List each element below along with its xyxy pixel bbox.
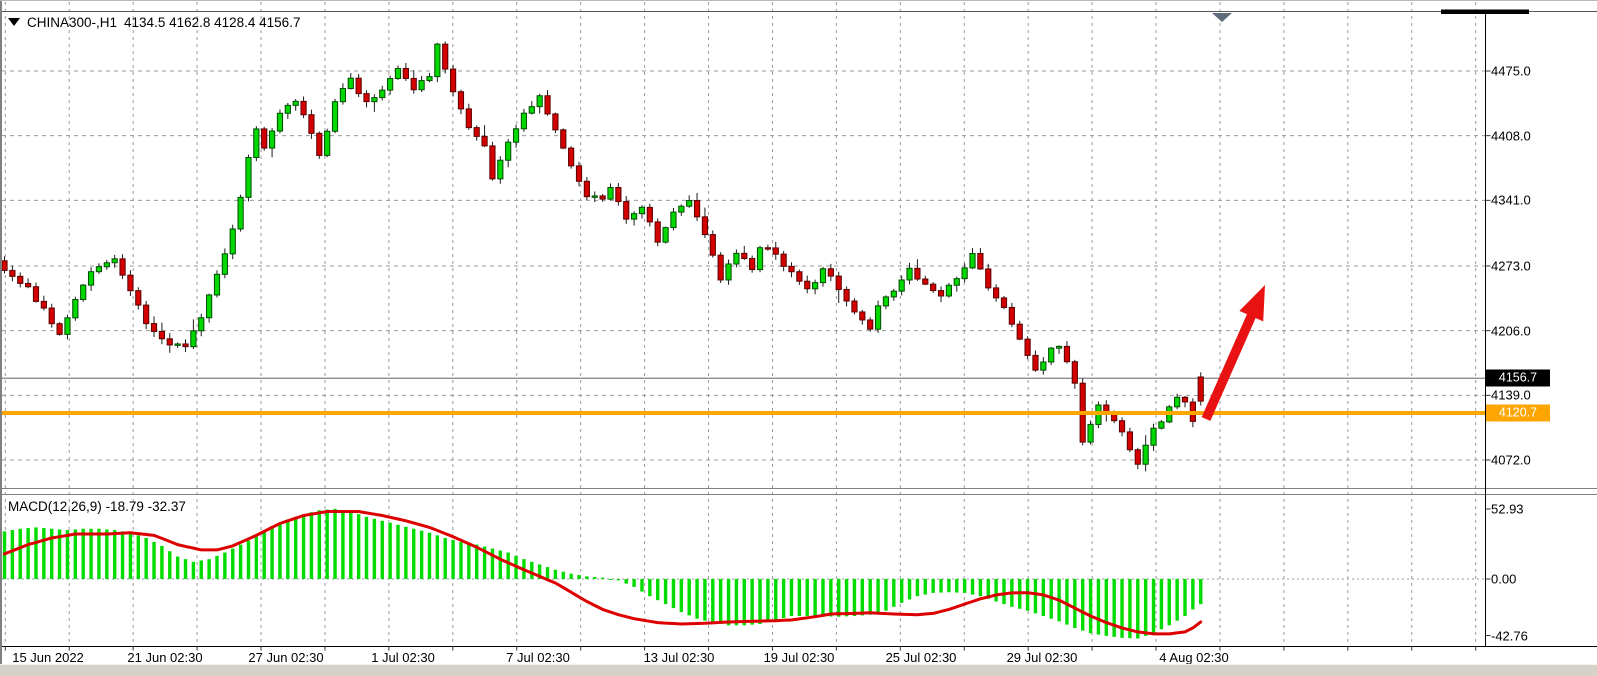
macd-tick-label: 0.00 — [1491, 571, 1517, 587]
time-tick-label: 13 Jul 02:30 — [643, 650, 715, 665]
grid-layer — [2, 2, 1486, 645]
chart-title: CHINA300-,H1 4134.5 4162.8 4128.4 4156.7 — [8, 14, 300, 30]
time-tick-label: 25 Jul 02:30 — [885, 650, 957, 665]
price-tick-label: 4341.0 — [1491, 192, 1531, 208]
macd-indicator-label: MACD(12,26,9) -18.79 -32.37 — [8, 499, 186, 514]
price-tick-label: 4206.0 — [1491, 323, 1531, 339]
time-tick-label: 7 Jul 02:30 — [506, 650, 570, 665]
macd-tick-label: -42.76 — [1491, 628, 1528, 644]
time-tick-label: 19 Jul 02:30 — [763, 650, 835, 665]
time-tick-label: 27 Jun 02:30 — [248, 650, 324, 665]
time-tick-label: 15 Jun 2022 — [12, 650, 84, 665]
time-tick-label: 29 Jul 02:30 — [1006, 650, 1078, 665]
time-tick-label: 21 Jun 02:30 — [127, 650, 203, 665]
axis-ticks — [4, 70, 1491, 651]
hline-price-box: 4120.7 — [1486, 404, 1550, 422]
candlestick-layer — [1, 41, 1204, 472]
time-tick-label: 4 Aug 02:30 — [1159, 650, 1229, 665]
macd-values: -18.79 -32.37 — [105, 499, 186, 514]
trend-arrow-head[interactable] — [1239, 285, 1265, 322]
chart-shift-marker-icon[interactable] — [1212, 13, 1232, 22]
current-price-box: 4156.7 — [1486, 369, 1550, 387]
window-bottom-edge — [0, 664, 1597, 676]
left-border — [0, 1, 2, 664]
macd-signal-line — [3, 510, 1203, 636]
price-tick-label: 4273.0 — [1491, 258, 1531, 274]
ohlc-values-label: 4134.5 4162.8 4128.4 4156.7 — [124, 14, 301, 30]
trend-arrow-shaft[interactable] — [1201, 303, 1261, 421]
time-tick-label: 1 Jul 02:30 — [371, 650, 435, 665]
macd-histogram — [2, 508, 1203, 639]
price-tick-label: 4475.0 — [1491, 63, 1531, 79]
chart-shift-caret-icon — [8, 18, 20, 26]
macd-tick-label: 52.93 — [1491, 501, 1524, 517]
price-tick-label: 4139.0 — [1491, 387, 1531, 403]
macd-name: MACD(12,26,9) — [8, 499, 102, 514]
price-tick-label: 4408.0 — [1491, 128, 1531, 144]
symbol-timeframe-label: CHINA300-,H1 — [27, 14, 118, 30]
price-tick-label: 4072.0 — [1491, 452, 1531, 468]
